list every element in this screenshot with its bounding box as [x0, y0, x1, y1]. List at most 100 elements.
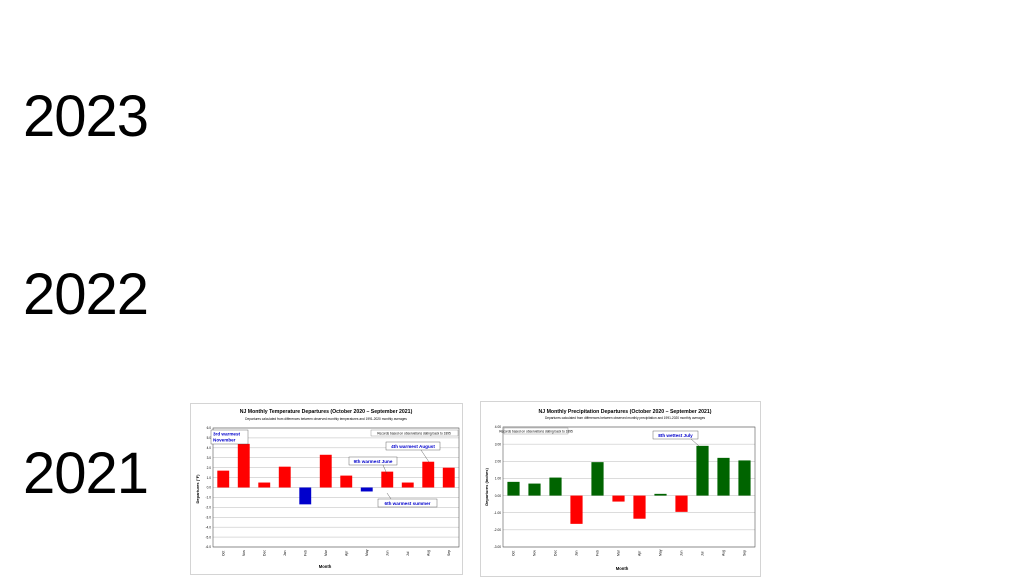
bar-apr: [633, 495, 646, 519]
annotation-box: [210, 429, 249, 445]
y-tick-label: -4.0: [206, 525, 212, 529]
x-tick-label: Feb: [303, 550, 307, 556]
bar-jun: [675, 495, 688, 512]
y-axis-label: Departures (°F): [195, 474, 200, 504]
x-tick-label: Aug: [722, 550, 726, 556]
y-tick-label: 3.0: [207, 456, 212, 460]
temperature-chart-svg: NJ Monthly Temperature Departures (Octob…: [195, 409, 460, 569]
y-tick-label: 4.0: [207, 446, 212, 450]
annotation-4th-warmest-august: 4th warmest August: [391, 444, 435, 449]
x-tick-label: Jun: [680, 550, 684, 556]
records-note: Records based on observations dating bac…: [499, 430, 573, 434]
x-tick-label: Oct: [221, 551, 225, 556]
bar-aug: [422, 461, 435, 488]
plot-area-frame: [212, 427, 460, 548]
y-tick-label: 6.0: [207, 426, 212, 430]
y-tick-label: -2.00: [494, 528, 501, 532]
annotation-8th-wettest-july: 8th wettest July: [658, 433, 693, 438]
bar-sep: [738, 460, 751, 496]
y-tick-label: 0.0: [207, 486, 212, 490]
x-axis-label: Month: [319, 564, 332, 569]
bar-jul: [696, 445, 709, 496]
y-tick-label: 4.00: [495, 425, 501, 429]
x-tick-label: Aug: [426, 550, 430, 556]
bar-may: [654, 493, 667, 496]
y-tick-label: 1.0: [207, 476, 212, 480]
bar-mar: [612, 495, 625, 502]
x-axis-label: Month: [616, 566, 629, 571]
bar-dec: [549, 477, 562, 496]
y-tick-label: -1.0: [206, 496, 212, 500]
y-tick-label: -3.00: [494, 545, 501, 549]
annotation-6th-warmest-summer: 6th warmest summer: [385, 501, 431, 506]
bar-mar: [319, 454, 332, 488]
bar-feb: [591, 462, 604, 496]
bar-oct: [507, 481, 520, 496]
x-tick-label: Mar: [617, 549, 621, 556]
records-note: Records based on observations dating bac…: [377, 432, 451, 436]
bar-jan: [570, 495, 583, 524]
y-tick-label: -5.0: [206, 535, 212, 539]
y-tick-label: -2.0: [206, 506, 212, 510]
y-tick-label: 5.0: [207, 436, 212, 440]
x-tick-label: Oct: [512, 551, 516, 556]
bar-jul: [401, 482, 414, 488]
year-heading-2022: 2022: [23, 262, 149, 327]
annotation-pointer: [382, 464, 388, 475]
records-note-box: [370, 429, 459, 437]
annotation-3rd-warmest-line2: November: [213, 438, 236, 443]
x-tick-label: Nov: [533, 550, 537, 556]
annotation-pointer: [386, 492, 392, 500]
plot-area-frame: [502, 426, 756, 548]
annotation-pointer: [690, 438, 700, 447]
bar-feb: [299, 487, 312, 505]
precipitation-chart-svg: NJ Monthly Precipitation Departures (Oct…: [484, 409, 756, 571]
x-tick-label: Nov: [242, 550, 246, 556]
y-tick-label: -3.0: [206, 515, 212, 519]
bar-may: [360, 487, 373, 492]
bar-nov: [237, 443, 250, 488]
annotation-box: [377, 498, 438, 508]
bar-aug: [717, 457, 730, 496]
annotation-box: [385, 441, 441, 451]
year-heading-2023: 2023: [23, 84, 149, 149]
y-tick-label: 1.00: [495, 477, 501, 481]
x-tick-label: May: [659, 549, 663, 556]
y-tick-label: 2.0: [207, 466, 212, 470]
annotation-pointer: [420, 449, 430, 463]
precipitation-departures-chart: NJ Monthly Precipitation Departures (Oct…: [480, 401, 761, 577]
annotation-box: [348, 456, 398, 466]
y-tick-label: 0.00: [495, 494, 501, 498]
annotation-box: [652, 430, 699, 440]
x-tick-label: Sep: [447, 550, 451, 556]
bar-apr: [340, 475, 353, 488]
x-tick-label: Sep: [743, 550, 747, 556]
annotation-3rd-warmest-line1: 3rd warmest: [213, 432, 241, 437]
bar-nov: [528, 483, 541, 496]
bar-jan: [278, 466, 291, 488]
annotation-9th-warmest-june: 9th warmest June: [354, 459, 393, 464]
y-tick-label: -1.00: [494, 511, 501, 515]
x-tick-label: Dec: [262, 550, 266, 556]
x-tick-label: Apr: [638, 550, 642, 556]
bar-dec: [258, 482, 271, 488]
y-tick-label: 3.00: [495, 442, 501, 446]
records-note-box: [503, 427, 569, 435]
bar-oct: [217, 470, 230, 488]
chart-title: NJ Monthly Precipitation Departures (Oct…: [539, 409, 712, 415]
x-tick-label: Dec: [554, 550, 558, 556]
x-tick-label: May: [365, 549, 369, 556]
y-tick-label: 2.00: [495, 459, 501, 463]
y-tick-label: -6.0: [206, 545, 212, 549]
x-tick-label: Jun: [385, 550, 389, 556]
x-tick-label: Jan: [575, 550, 579, 556]
chart-subtitle: Departures calculated from differences b…: [245, 417, 407, 421]
chart-subtitle: Departures calculated from differences b…: [545, 416, 706, 420]
chart-title: NJ Monthly Temperature Departures (Octob…: [240, 409, 413, 415]
y-axis-label: Departures (inches): [484, 468, 489, 506]
bar-jun: [381, 471, 394, 488]
x-tick-label: Apr: [344, 550, 348, 556]
x-tick-label: Jul: [701, 551, 705, 556]
x-tick-label: Jul: [406, 551, 410, 556]
x-tick-label: Jan: [283, 550, 287, 556]
